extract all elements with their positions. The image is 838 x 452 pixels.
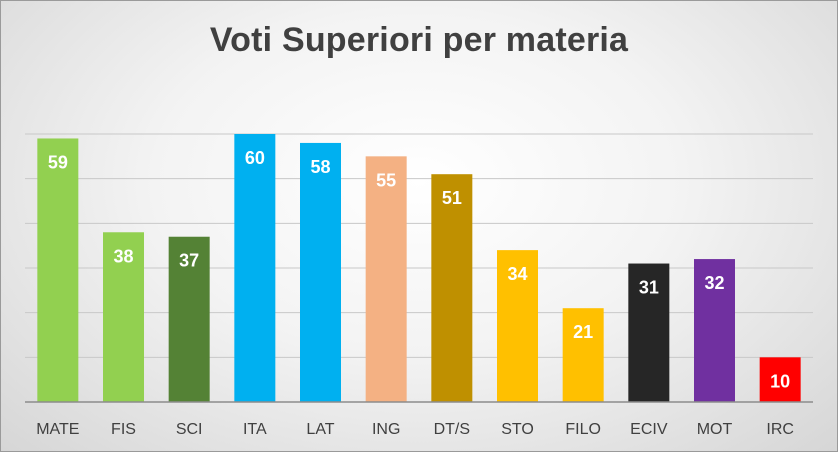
- bar-mate: [37, 138, 79, 402]
- category-axis-labels: MATE FIS SCI ITA LAT ING DT/S STO FILO ECIV MOT IRC: [36, 421, 794, 438]
- bar-lat: [300, 142, 341, 402]
- bar-fis: [103, 232, 144, 402]
- bar-eciv: [628, 263, 670, 402]
- data-label: 38: [113, 246, 133, 266]
- tick-label: FILO: [565, 421, 601, 438]
- tick-label: FIS: [111, 421, 136, 438]
- bar-sto: [497, 250, 538, 402]
- tick-label: DT/S: [434, 421, 470, 438]
- data-label: 21: [573, 322, 593, 342]
- data-label: 51: [442, 188, 462, 208]
- tick-label: SCI: [176, 421, 203, 438]
- gridlines: [25, 133, 813, 358]
- bar-dts: [431, 174, 473, 402]
- bar-ing: [365, 156, 407, 402]
- data-label: 37: [179, 251, 199, 271]
- bar-ita: [234, 134, 276, 402]
- data-label: 10: [770, 371, 790, 391]
- tick-label: MOT: [697, 421, 733, 438]
- tick-label: STO: [501, 421, 534, 438]
- bar-filo: [562, 308, 604, 402]
- tick-label: MATE: [36, 421, 79, 438]
- data-label: 55: [376, 170, 396, 190]
- tick-label: LAT: [306, 421, 334, 438]
- tick-label: ITA: [243, 421, 267, 438]
- data-label: 32: [704, 273, 724, 293]
- data-label: 31: [639, 278, 659, 298]
- bar-irc: [759, 357, 801, 402]
- data-label: 34: [507, 264, 527, 284]
- tick-label: IRC: [766, 421, 794, 438]
- data-label: 59: [48, 152, 68, 172]
- bar-mot: [694, 259, 735, 402]
- data-label: 58: [310, 157, 330, 177]
- bars: [37, 134, 801, 402]
- data-label: 60: [245, 148, 265, 168]
- tick-label: ING: [372, 421, 400, 438]
- chart-title: Voti Superiori per materia: [209, 21, 629, 59]
- data-labels: 59 38 37 60 58 55 51 34 21 31 32 10: [48, 148, 790, 391]
- bar-sci: [168, 236, 210, 402]
- tick-label: ECIV: [630, 421, 668, 438]
